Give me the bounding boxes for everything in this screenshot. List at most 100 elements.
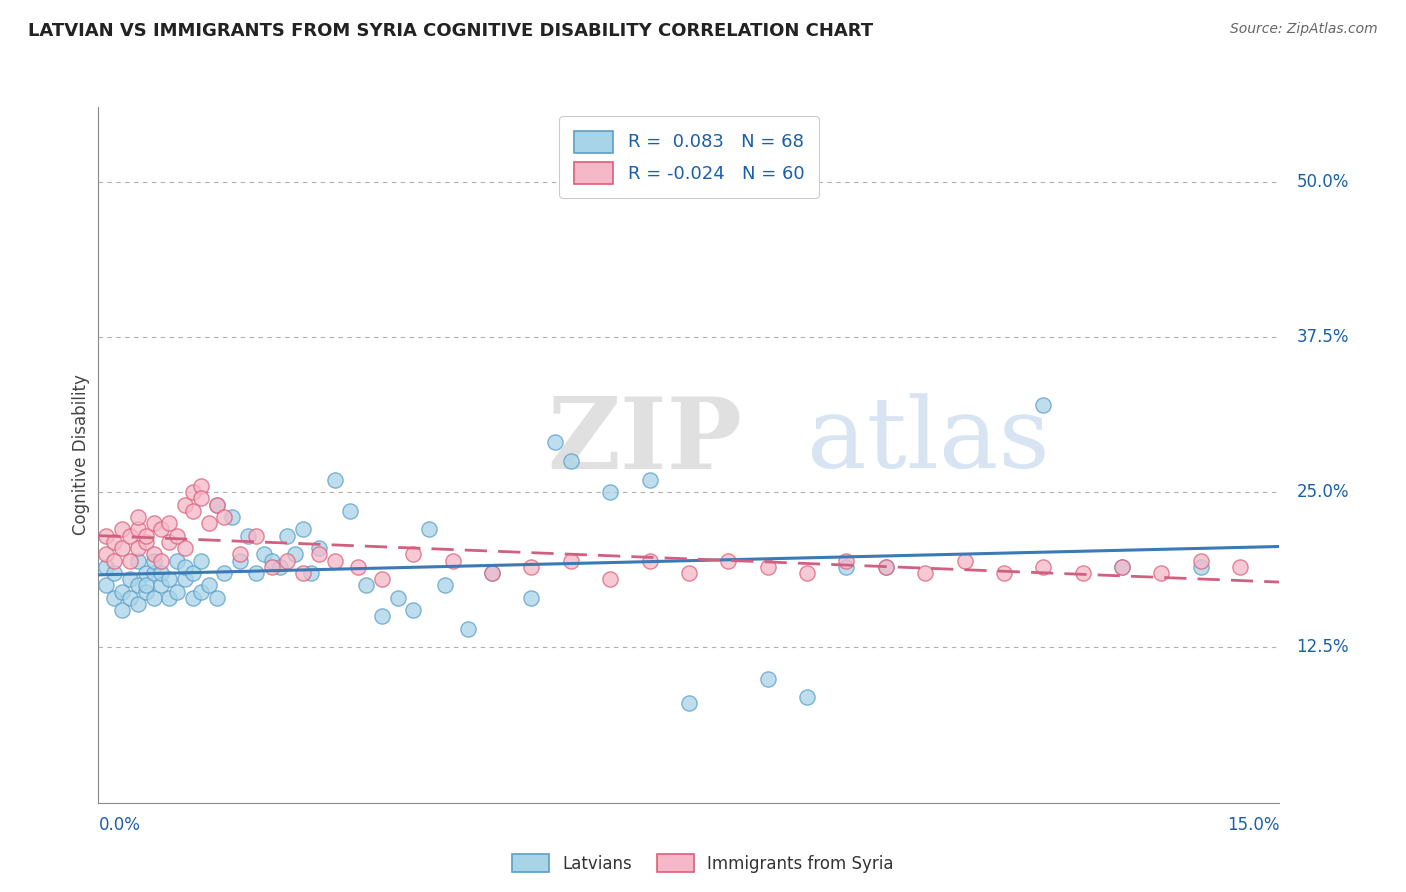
Point [236, 529, 259, 543]
Point [166, 553, 188, 567]
Point [560, 553, 582, 567]
Point [150, 523, 173, 537]
Point [190, 584, 212, 599]
Point [835, 553, 858, 567]
Point [96, 547, 118, 561]
Point [387, 591, 409, 605]
Point [371, 572, 394, 586]
Point [402, 547, 425, 561]
Point [276, 529, 298, 543]
Point [135, 578, 157, 592]
Point [111, 584, 134, 599]
Point [221, 510, 243, 524]
Point [402, 603, 425, 617]
Point [111, 523, 134, 537]
Point [433, 578, 456, 592]
Point [103, 535, 125, 549]
Point [354, 578, 377, 592]
Point [560, 454, 582, 468]
Text: 37.5%: 37.5% [1296, 328, 1348, 346]
Point [520, 591, 543, 605]
Point [323, 553, 346, 567]
Point [96, 578, 118, 592]
Point [135, 529, 157, 543]
Point [308, 547, 330, 561]
Point [253, 547, 276, 561]
Point [1189, 553, 1212, 567]
Point [118, 591, 141, 605]
Text: LATVIAN VS IMMIGRANTS FROM SYRIA COGNITIVE DISABILITY CORRELATION CHART: LATVIAN VS IMMIGRANTS FROM SYRIA COGNITI… [28, 22, 873, 40]
Point [835, 559, 858, 574]
Point [150, 553, 173, 567]
Point [127, 553, 149, 567]
Point [914, 566, 936, 580]
Point [157, 572, 180, 586]
Point [347, 559, 370, 574]
Point [103, 553, 125, 567]
Point [544, 435, 567, 450]
Point [245, 566, 267, 580]
Point [150, 578, 173, 592]
Point [339, 504, 361, 518]
Point [756, 559, 779, 574]
Point [229, 553, 252, 567]
Y-axis label: Cognitive Disability: Cognitive Disability [72, 375, 90, 535]
Point [1150, 566, 1173, 580]
Point [205, 591, 228, 605]
Point [157, 535, 180, 549]
Point [181, 485, 204, 500]
Point [599, 572, 621, 586]
Point [796, 566, 818, 580]
Point [520, 559, 543, 574]
Point [260, 559, 283, 574]
Point [599, 485, 621, 500]
Point [638, 473, 661, 487]
Legend: R =  0.083   N = 68, R = -0.024   N = 60: R = 0.083 N = 68, R = -0.024 N = 60 [560, 116, 818, 198]
Point [875, 559, 897, 574]
Point [135, 535, 157, 549]
Point [481, 566, 503, 580]
Point [1189, 559, 1212, 574]
Point [638, 553, 661, 567]
Text: 15.0%: 15.0% [1227, 816, 1279, 834]
Point [717, 553, 740, 567]
Point [190, 479, 212, 493]
Point [190, 491, 212, 506]
Point [756, 672, 779, 686]
Point [142, 553, 165, 567]
Point [174, 498, 197, 512]
Point [1032, 398, 1054, 412]
Point [1229, 559, 1251, 574]
Point [292, 566, 315, 580]
Point [111, 541, 134, 555]
Point [142, 547, 165, 561]
Point [308, 541, 330, 555]
Point [214, 510, 236, 524]
Point [166, 584, 188, 599]
Point [678, 697, 700, 711]
Point [174, 541, 197, 555]
Point [135, 566, 157, 580]
Point [993, 566, 1015, 580]
Point [181, 591, 204, 605]
Point [269, 559, 291, 574]
Point [371, 609, 394, 624]
Point [135, 584, 157, 599]
Point [118, 553, 141, 567]
Point [111, 603, 134, 617]
Point [1111, 559, 1133, 574]
Point [260, 553, 283, 567]
Text: 50.0%: 50.0% [1296, 172, 1348, 191]
Point [174, 559, 197, 574]
Point [229, 547, 252, 561]
Point [796, 690, 818, 705]
Point [118, 572, 141, 586]
Point [142, 566, 165, 580]
Point [157, 516, 180, 531]
Text: 25.0%: 25.0% [1296, 483, 1348, 501]
Point [197, 516, 219, 531]
Text: 0.0%: 0.0% [98, 816, 141, 834]
Point [1032, 559, 1054, 574]
Text: Source: ZipAtlas.com: Source: ZipAtlas.com [1230, 22, 1378, 37]
Point [142, 516, 165, 531]
